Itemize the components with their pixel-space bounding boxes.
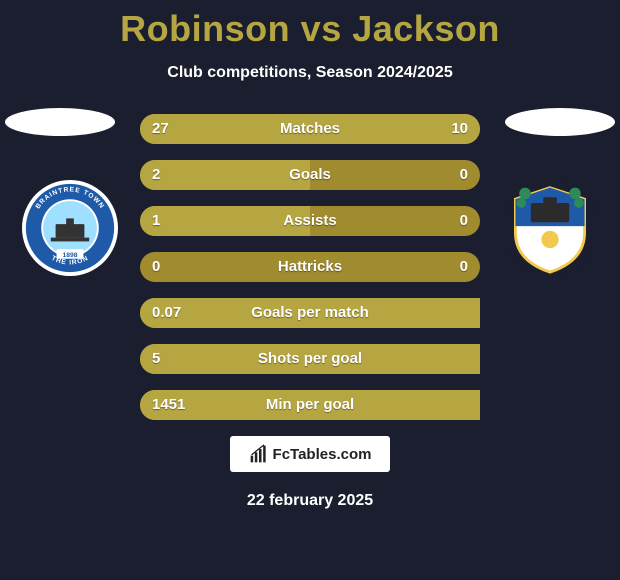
braintree-crest-icon: BRAINTREE TOWN 1898 THE IRON xyxy=(22,180,118,276)
competition-subtitle: Club competitions, Season 2024/2025 xyxy=(0,64,620,82)
svg-text:1898: 1898 xyxy=(63,252,78,259)
stat-row: 20Goals xyxy=(140,160,480,190)
stat-bars: 2710Matches 20Goals 10Assists 00Hattricks 0.… xyxy=(140,114,480,420)
club-crest-left: BRAINTREE TOWN 1898 THE IRON xyxy=(22,180,118,276)
comparison-panel: BRAINTREE TOWN 1898 THE IRON 2710Matches… xyxy=(0,114,620,510)
watermark-badge: FcTables.com xyxy=(230,436,390,472)
stat-row: 2710Matches xyxy=(140,114,480,144)
stat-row: 10Assists xyxy=(140,206,480,236)
stat-label: Hattricks xyxy=(140,252,480,282)
stat-row: 0.07Goals per match xyxy=(140,298,480,328)
stat-row: 00Hattricks xyxy=(140,252,480,282)
page-title: Robinson vs Jackson xyxy=(0,0,620,50)
snapshot-date: 22 february 2025 xyxy=(0,492,620,510)
stat-label: Goals xyxy=(140,160,480,190)
stat-label: Goals per match xyxy=(140,298,480,328)
vs-separator: vs xyxy=(301,8,342,49)
stat-label: Matches xyxy=(140,114,480,144)
stat-label: Shots per goal xyxy=(140,344,480,374)
stat-label: Assists xyxy=(140,206,480,236)
stat-row: 5Shots per goal xyxy=(140,344,480,374)
stat-label: Min per goal xyxy=(140,390,480,420)
club-crest-right xyxy=(502,180,598,276)
chart-icon xyxy=(249,444,269,464)
player-left-oval xyxy=(5,108,115,136)
sutton-crest-icon xyxy=(502,180,598,276)
player-right-name: Jackson xyxy=(352,8,500,49)
player-right-oval xyxy=(505,108,615,136)
stat-row: 1451Min per goal xyxy=(140,390,480,420)
watermark-text: FcTables.com xyxy=(273,446,372,463)
player-left-name: Robinson xyxy=(120,8,290,49)
